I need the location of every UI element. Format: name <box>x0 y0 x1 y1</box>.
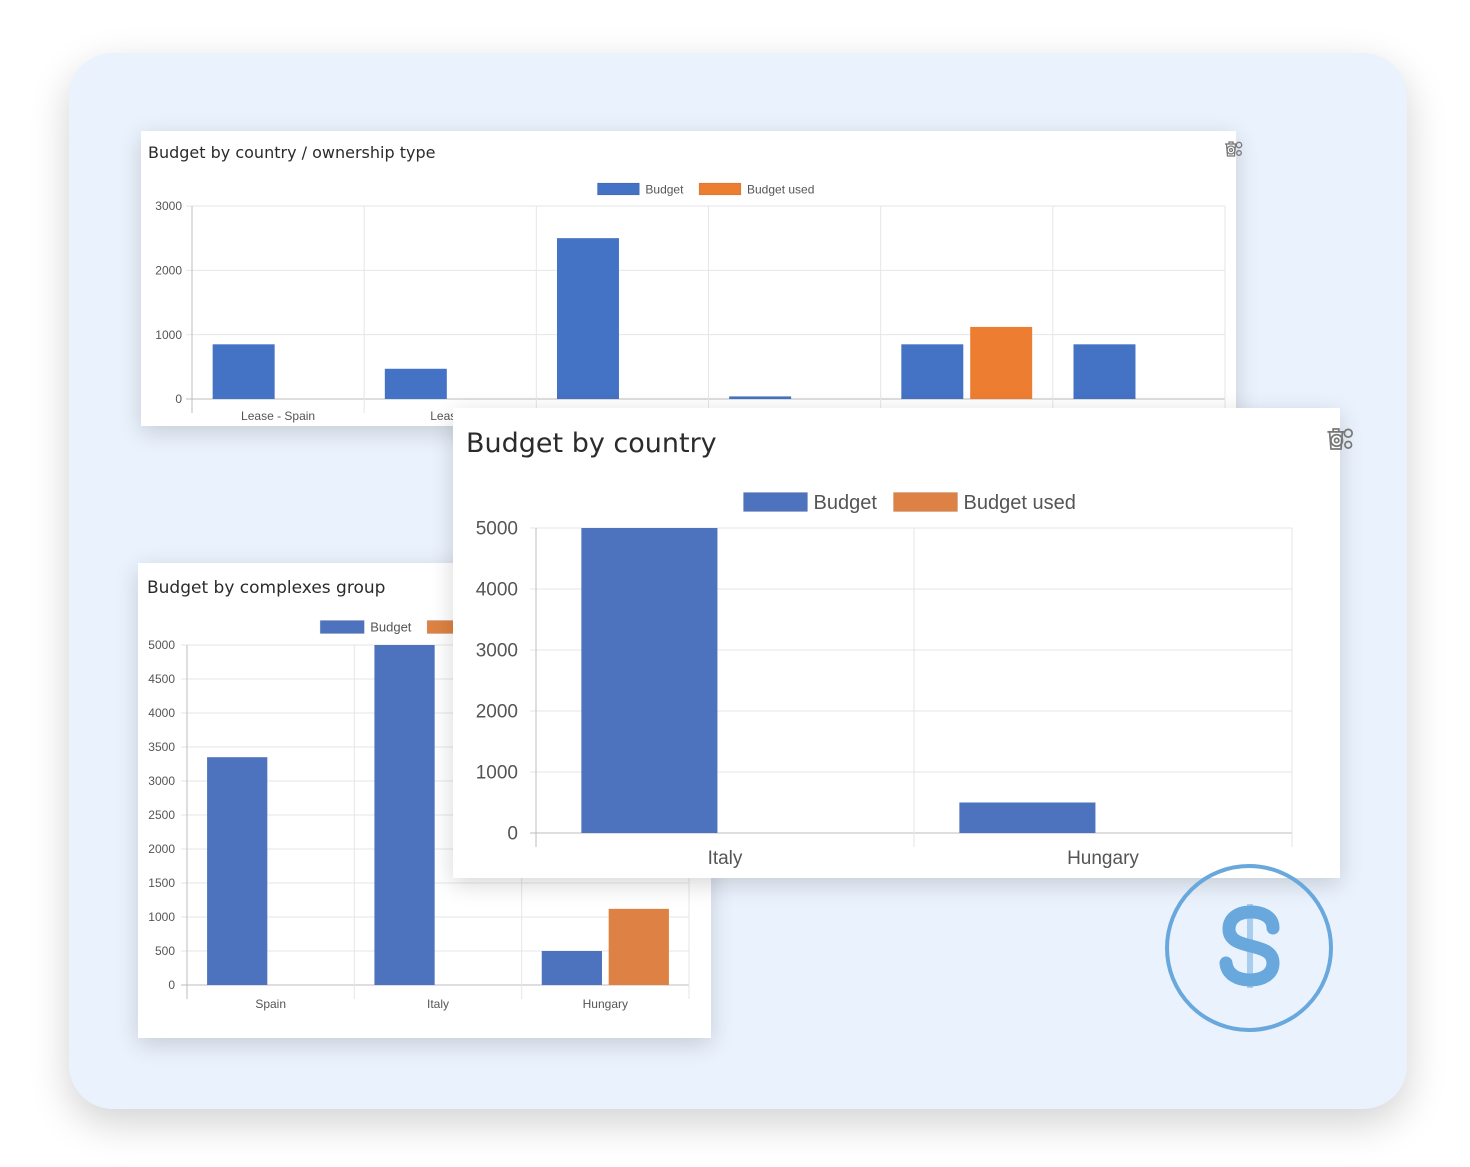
bar-budget <box>212 344 275 399</box>
y-tick-label: 500 <box>155 944 175 958</box>
bar-budget <box>581 528 718 833</box>
x-tick-label: Spain <box>255 997 286 1011</box>
legend-label: Budget <box>814 492 878 514</box>
y-tick-label: 2000 <box>148 842 175 856</box>
legend-swatch <box>698 182 742 196</box>
bar-budget <box>541 951 602 985</box>
y-tick-label: 4000 <box>148 706 175 720</box>
dollar-icon <box>1219 904 1280 988</box>
y-tick-label: 1000 <box>148 910 175 924</box>
y-tick-label: 4000 <box>476 580 518 601</box>
chart-card-country: 0 1000 2000 3000 4000 5000 Italy Hungary Budget B… <box>453 408 1353 878</box>
y-tick-label: 3500 <box>148 740 175 754</box>
bar-budget <box>729 396 792 399</box>
y-tick-label: 0 <box>168 978 175 992</box>
bar-budget <box>556 238 619 399</box>
legend-label: Budget <box>645 182 684 196</box>
y-tick-label: 4500 <box>148 672 175 686</box>
bar-budget <box>1073 344 1136 399</box>
chart-title-country: Budget by country <box>466 428 717 459</box>
y-tick-label: 1000 <box>476 763 518 784</box>
x-tick-label: Hungary <box>1067 848 1139 869</box>
y-tick-label: 2000 <box>155 264 182 278</box>
legend-swatch <box>893 492 958 512</box>
y-tick-label: 5000 <box>476 519 518 540</box>
y-tick-label: 0 <box>175 392 182 406</box>
chart-title-ownership: Budget by country / ownership type <box>148 143 436 162</box>
legend-swatch <box>319 620 365 634</box>
y-tick-label: 2000 <box>476 702 518 723</box>
legend-label: Budget used <box>747 182 814 196</box>
x-tick-label: Hungary <box>583 997 628 1011</box>
y-tick-label: 3000 <box>155 199 182 213</box>
legend-swatch <box>743 492 808 512</box>
y-tick-label: 3000 <box>148 774 175 788</box>
bar-budget <box>207 757 268 985</box>
bar-budget-used <box>970 326 1033 399</box>
bar-budget <box>384 368 447 399</box>
x-tick-label: Italy <box>427 997 449 1011</box>
chart-svg-complexes: 0 500 1000 1500 2000 2500 3000 3500 4000 4500 5000… <box>148 620 690 1011</box>
x-tick-label: Lease - Spain <box>241 409 315 423</box>
y-tick-label: 5000 <box>148 638 175 652</box>
chart-card-ownership: 0 1000 2000 3000 Lease - Spain Lease - Budget B… <box>141 131 1243 426</box>
bar-budget <box>901 344 964 399</box>
y-tick-label: 0 <box>507 824 518 845</box>
legend-swatch <box>596 182 640 196</box>
y-tick-label: 2500 <box>148 808 175 822</box>
bar-budget <box>374 645 435 985</box>
y-tick-label: 1000 <box>155 328 182 342</box>
y-tick-label: 3000 <box>476 641 518 662</box>
x-tick-label: Italy <box>708 848 743 869</box>
dollar-badge <box>1165 864 1333 1032</box>
y-tick-label: 1500 <box>148 876 175 890</box>
chart-svg-country: 0 1000 2000 3000 4000 5000 Italy Hungary Budget B… <box>476 492 1293 869</box>
chart-title-complexes: Budget by complexes group <box>147 578 386 598</box>
bar-budget <box>959 802 1096 833</box>
legend-label: Budget used <box>964 492 1076 514</box>
bar-budget-used <box>608 908 669 985</box>
legend-label: Budget <box>370 620 412 635</box>
